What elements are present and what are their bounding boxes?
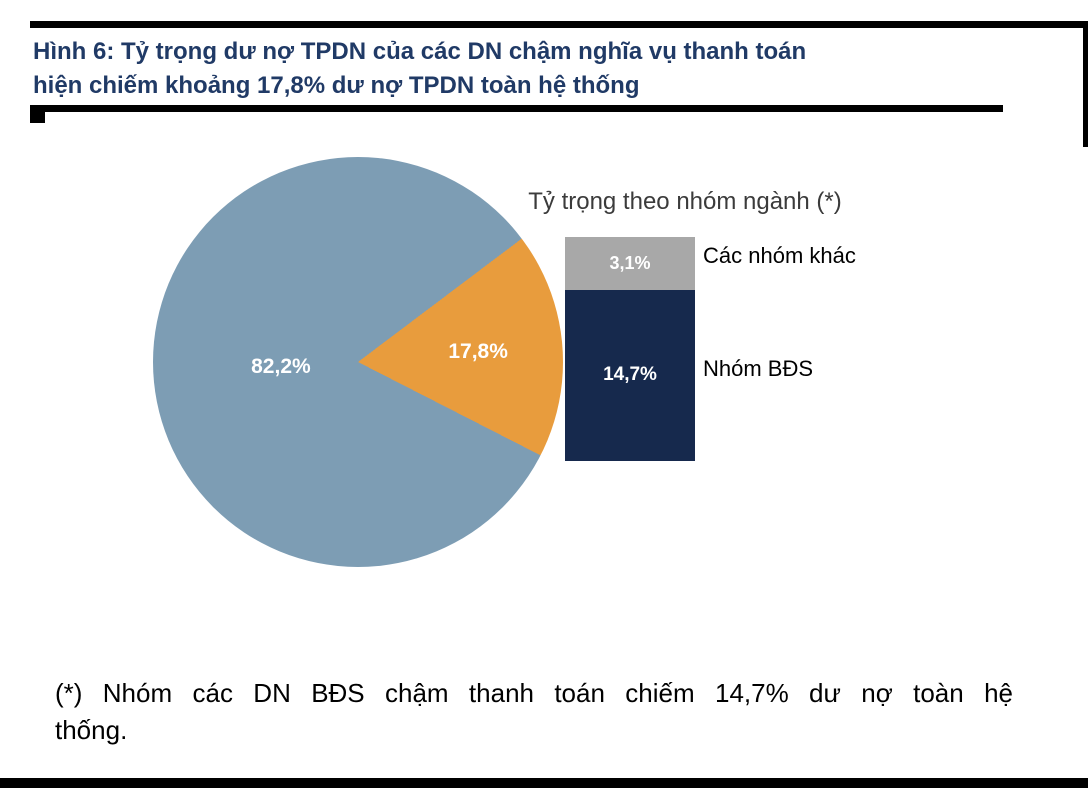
title-underline-nub bbox=[30, 112, 45, 123]
right-edge-rule bbox=[1083, 21, 1088, 147]
pie-slice-value-majority: 82,2% bbox=[251, 354, 311, 378]
figure-title-line2: hiện chiếm khoảng 17,8% dư nợ TPDN toàn … bbox=[33, 72, 640, 99]
pie-chart: 82,2% 17,8% bbox=[153, 157, 563, 567]
bottom-rule bbox=[0, 778, 1088, 788]
bar-category-label-real-estate: Nhóm BĐS bbox=[703, 356, 814, 381]
footnote-line1: (*) Nhóm các DN BĐS chậm thanh toán chiế… bbox=[55, 678, 1013, 708]
bar-segment-other-groups: 3,1% bbox=[565, 237, 695, 290]
footnote-line2: thống. bbox=[55, 715, 128, 745]
figure-title: Hình 6: Tỷ trọng dư nợ TPDN của các DN c… bbox=[33, 35, 1023, 103]
bar-segment-real-estate: 14,7% bbox=[565, 289, 695, 461]
title-underline bbox=[30, 105, 1003, 112]
figure-title-line1: Hình 6: Tỷ trọng dư nợ TPDN của các DN c… bbox=[33, 38, 807, 65]
pie-slice-value-minority: 17,8% bbox=[448, 340, 508, 364]
bar-chart-title: Tỷ trọng theo nhóm ngành (*) bbox=[528, 188, 842, 215]
footnote: (*) Nhóm các DN BĐS chậm thanh toán chiế… bbox=[55, 675, 1013, 749]
stacked-bar: 3,1% 14,7% bbox=[565, 237, 695, 461]
bar-category-label-other-groups: Các nhóm khác bbox=[703, 243, 856, 268]
top-rule bbox=[30, 21, 1088, 28]
